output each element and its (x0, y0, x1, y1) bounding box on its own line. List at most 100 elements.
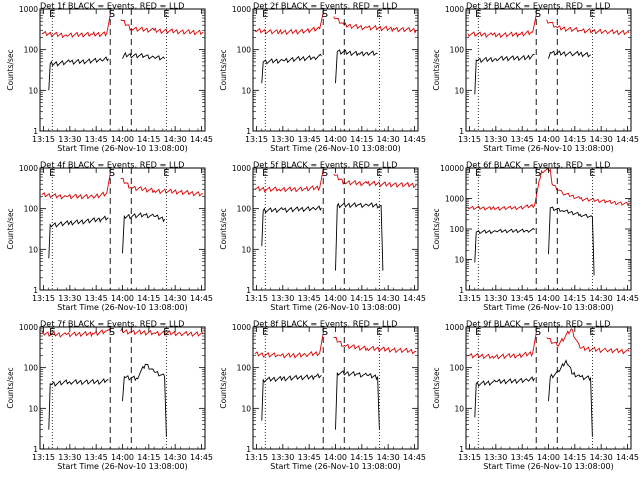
x-tick-label: 14:30 (377, 453, 400, 462)
x-tick-label: 14:00 (537, 135, 560, 144)
x-tick-label: 13:45 (511, 135, 534, 144)
x-tick-label: 14:00 (111, 453, 134, 462)
y-tick-label: 10 (454, 404, 464, 413)
x-tick-label: 14:45 (190, 453, 213, 462)
y-tick-label: 100 (24, 46, 39, 55)
events-series-line (548, 359, 593, 437)
y-axis-label: Counts/sec (6, 208, 15, 249)
event-marker-label: E (475, 168, 481, 179)
x-tick-label: 14:15 (350, 135, 373, 144)
x-tick-label: 14:30 (377, 294, 400, 303)
x-tick-label: 14:15 (563, 135, 586, 144)
x-axis-label: Start Time (26-Nov-10 13:08:00) (483, 303, 613, 312)
y-axis-label: Counts/sec (219, 367, 228, 408)
y-tick-label: 100 (237, 205, 252, 214)
x-axis-label: Start Time (26-Nov-10 13:08:00) (57, 303, 187, 312)
events-series-line (335, 370, 380, 430)
y-tick-label: 10000 (440, 164, 464, 173)
lld-series-line (546, 19, 630, 36)
x-tick-label: 13:30 (484, 453, 507, 462)
x-tick-label: 14:15 (350, 294, 373, 303)
lld-series-line (333, 173, 417, 189)
x-tick-label: 13:45 (85, 294, 108, 303)
event-marker-label: S (535, 327, 541, 338)
event-marker-label: S (535, 168, 541, 179)
events-series-line (474, 376, 535, 418)
event-marker-label: E (589, 168, 595, 179)
panel-title: Det 2f BLACK = Events, RED = LLD (253, 1, 397, 11)
events-series-line (122, 51, 165, 61)
x-tick-label: 14:00 (111, 294, 134, 303)
event-marker-label: S (322, 327, 328, 338)
plot-frame (465, 326, 632, 450)
x-tick-label: 13:45 (511, 294, 534, 303)
events-series-line (122, 212, 165, 254)
x-axis-label: Start Time (26-Nov-10 13:08:00) (483, 462, 613, 471)
y-tick-label: 10 (28, 404, 38, 413)
lld-series-line (41, 328, 111, 338)
x-tick-label: 13:15 (245, 294, 268, 303)
x-axis-label: Start Time (26-Nov-10 13:08:00) (57, 144, 187, 153)
events-series-line (261, 205, 322, 247)
event-marker-label: E (163, 327, 169, 338)
event-marker-label: E (262, 327, 268, 338)
events-series-line (48, 215, 109, 259)
x-tick-label: 14:15 (350, 453, 373, 462)
x-tick-label: 14:00 (324, 453, 347, 462)
x-tick-label: 13:30 (58, 453, 81, 462)
y-tick-label: 10 (241, 86, 251, 95)
lld-series-line (120, 327, 204, 338)
x-tick-label: 13:30 (271, 135, 294, 144)
panel-data (41, 327, 204, 437)
x-tick-label: 13:15 (245, 135, 268, 144)
x-tick-label: 13:30 (484, 135, 507, 144)
x-tick-label: 13:45 (511, 453, 534, 462)
x-tick-label: 13:30 (271, 453, 294, 462)
lld-series-line (333, 336, 417, 355)
x-tick-label: 14:45 (616, 135, 639, 144)
x-tick-label: 14:45 (403, 135, 426, 144)
x-tick-label: 13:15 (458, 135, 481, 144)
y-tick-label: 1000 (19, 164, 38, 173)
y-tick-label: 1000 (19, 323, 38, 332)
x-tick-label: 14:00 (111, 135, 134, 144)
lld-series-line (120, 177, 204, 197)
y-tick-label: 10 (454, 86, 464, 95)
panel-title: Det 8f BLACK = Events, RED = LLD (253, 319, 397, 329)
y-tick-label: 10 (241, 245, 251, 254)
x-tick-label: 13:30 (271, 294, 294, 303)
x-tick-label: 13:15 (245, 453, 268, 462)
y-axis-label: Counts/sec (432, 49, 441, 90)
x-tick-label: 13:45 (298, 294, 321, 303)
lld-series-line (467, 15, 537, 39)
y-axis-label: Counts/sec (6, 49, 15, 90)
x-tick-label: 14:15 (137, 294, 160, 303)
y-tick-label: 100 (237, 364, 252, 373)
events-series-line (48, 378, 109, 430)
y-tick-label: 1 (459, 445, 464, 454)
plot-frame (39, 167, 206, 291)
y-tick-label: 1 (246, 127, 251, 136)
event-marker-label: E (475, 327, 481, 338)
x-tick-label: 14:00 (537, 453, 560, 462)
y-axis-label: Counts/sec (219, 208, 228, 249)
x-tick-label: 13:45 (85, 135, 108, 144)
x-tick-label: 14:15 (563, 453, 586, 462)
x-axis-label: Start Time (26-Nov-10 13:08:00) (270, 144, 400, 153)
lld-series-line (120, 19, 204, 36)
y-tick-label: 1000 (232, 323, 251, 332)
event-marker-label: S (109, 9, 115, 20)
event-marker-label: S (322, 9, 328, 20)
x-tick-label: 14:00 (537, 294, 560, 303)
y-tick-label: 100 (24, 364, 39, 373)
event-marker-label: E (475, 9, 481, 20)
x-tick-label: 13:15 (458, 294, 481, 303)
x-axis-label: Start Time (26-Nov-10 13:08:00) (483, 144, 613, 153)
panel-title: Det 7f BLACK = Events, RED = LLD (40, 319, 184, 329)
x-tick-label: 14:00 (324, 294, 347, 303)
y-tick-label: 1000 (232, 5, 251, 14)
